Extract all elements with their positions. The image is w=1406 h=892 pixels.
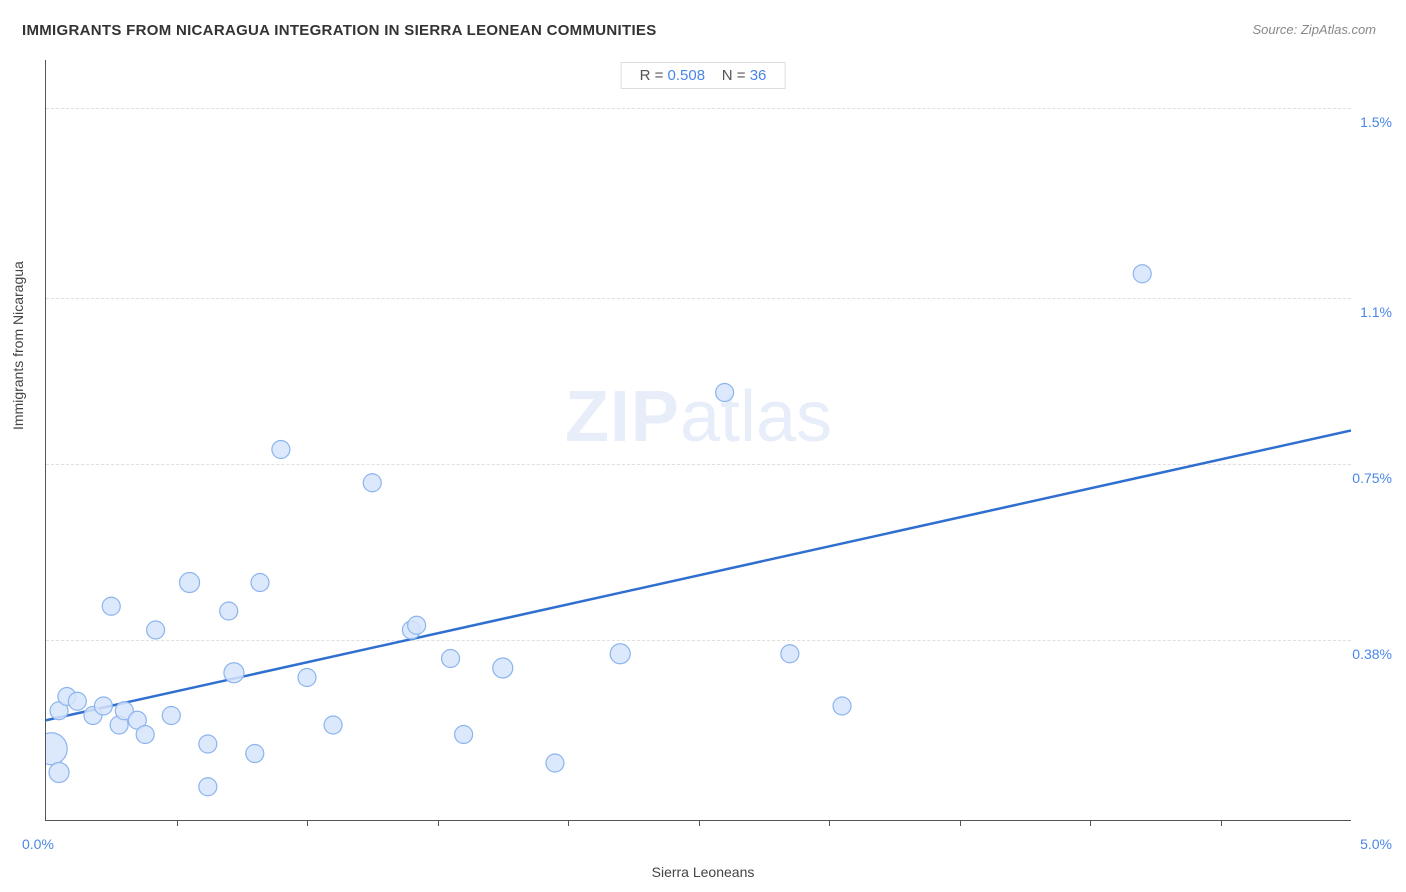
n-label: N = (722, 67, 750, 84)
x-axis-label: Sierra Leoneans (652, 864, 755, 880)
data-point (147, 621, 165, 639)
source-attribution: Source: ZipAtlas.com (1252, 22, 1376, 37)
data-point (408, 616, 426, 634)
stats-box: R = 0.508 N = 36 (621, 62, 786, 89)
x-tick (438, 820, 439, 826)
data-point (610, 644, 630, 664)
x-tick (1221, 820, 1222, 826)
x-tick (829, 820, 830, 826)
data-point (136, 726, 154, 744)
data-point (493, 658, 513, 678)
y-tick-label: 0.38% (1352, 646, 1392, 662)
x-tick (1090, 820, 1091, 826)
data-point (324, 716, 342, 734)
n-value: 36 (750, 67, 767, 84)
data-point (180, 573, 200, 593)
x-tick (960, 820, 961, 826)
x-max-label: 5.0% (1360, 836, 1392, 852)
data-point (298, 669, 316, 687)
data-point (220, 602, 238, 620)
x-tick (177, 820, 178, 826)
data-point (251, 574, 269, 592)
data-point (162, 707, 180, 725)
y-tick-label: 1.1% (1360, 304, 1392, 320)
data-point (199, 735, 217, 753)
x-tick (307, 820, 308, 826)
data-point (455, 726, 473, 744)
data-point (781, 645, 799, 663)
plot-area: ZIPatlas (45, 60, 1351, 821)
data-point (68, 692, 86, 710)
data-point (546, 754, 564, 772)
data-point (199, 778, 217, 796)
r-label: R = (640, 67, 668, 84)
y-tick-label: 1.5% (1360, 114, 1392, 130)
data-point (94, 697, 112, 715)
scatter-svg (46, 60, 1351, 820)
data-point (246, 745, 264, 763)
data-point (442, 650, 460, 668)
data-point (49, 763, 69, 783)
data-point (716, 384, 734, 402)
data-point (272, 441, 290, 459)
data-point (363, 474, 381, 492)
data-point (833, 697, 851, 715)
y-axis-label: Immigrants from Nicaragua (10, 261, 26, 430)
chart-title: IMMIGRANTS FROM NICARAGUA INTEGRATION IN… (22, 22, 657, 39)
data-point (224, 663, 244, 683)
x-tick (699, 820, 700, 826)
data-point (1133, 265, 1151, 283)
data-point (102, 597, 120, 615)
data-point (46, 733, 67, 765)
x-min-label: 0.0% (22, 836, 54, 852)
x-tick (568, 820, 569, 826)
r-value: 0.508 (668, 67, 706, 84)
y-tick-label: 0.75% (1352, 470, 1392, 486)
